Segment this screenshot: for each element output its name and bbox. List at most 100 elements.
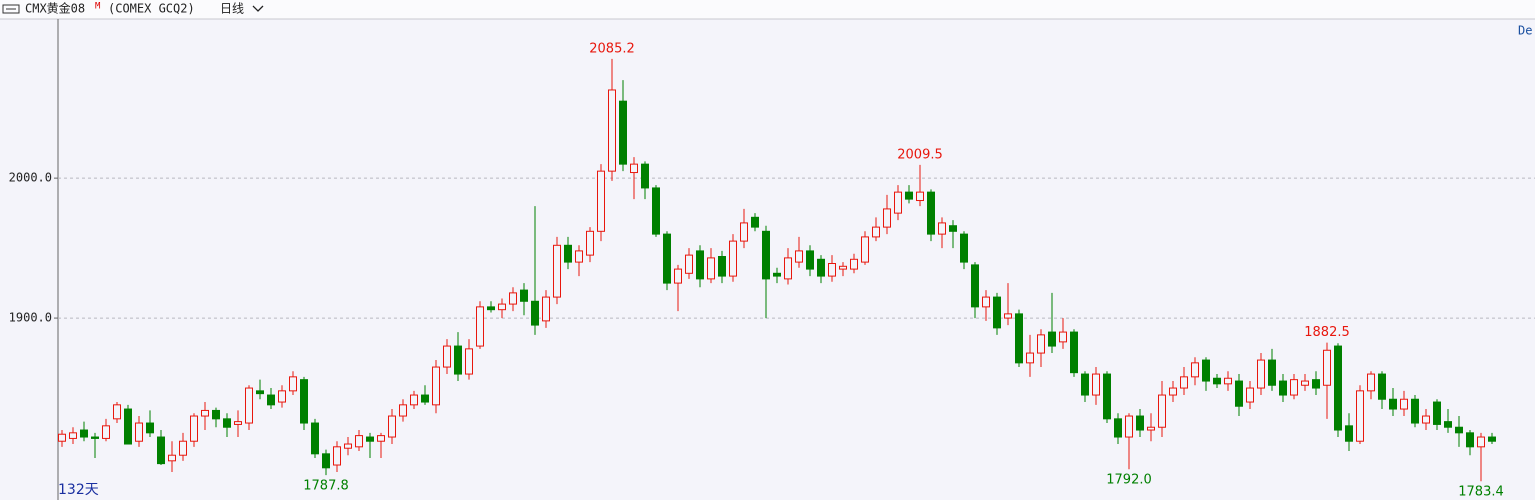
candle-body — [894, 191, 902, 214]
candle-body — [201, 409, 209, 417]
candle-body — [377, 435, 385, 442]
candle-body — [190, 415, 198, 442]
candle-body — [982, 296, 990, 308]
candle-body — [278, 390, 286, 403]
candle-body — [476, 306, 484, 347]
candle-body — [91, 436, 99, 439]
candle-body — [135, 422, 143, 442]
icon — [2, 4, 20, 14]
candle-body — [1279, 380, 1287, 396]
candle-body — [740, 222, 748, 242]
header-bar — [0, 0, 1535, 19]
candle-body — [674, 268, 682, 284]
candle-body — [80, 429, 88, 438]
candle-body — [1158, 394, 1166, 428]
candle-body — [1301, 380, 1309, 386]
candle-body — [641, 163, 649, 189]
candle-body — [443, 345, 451, 368]
candle-body — [509, 292, 517, 305]
candle-body — [927, 191, 935, 235]
candle-body — [729, 240, 737, 277]
candle-body — [267, 394, 275, 406]
candle-body — [212, 409, 220, 420]
candle-body — [971, 264, 979, 308]
candle-body — [1312, 379, 1320, 389]
candle-body — [685, 254, 693, 274]
candle-body — [1037, 334, 1045, 354]
candle-body — [531, 300, 539, 326]
candle-body — [839, 265, 847, 270]
candle-body — [157, 436, 165, 465]
symbol-name: CMX黄金08 — [25, 1, 85, 16]
candle-body — [1466, 432, 1474, 448]
candle-body — [1202, 359, 1210, 382]
candle-body — [718, 256, 726, 277]
candle-body — [113, 404, 121, 420]
candle-body — [1114, 418, 1122, 438]
candle-body — [949, 225, 957, 232]
candle-body — [465, 348, 473, 375]
candle-body — [1235, 380, 1243, 407]
candle-body — [1378, 373, 1386, 400]
candle-body — [1125, 415, 1133, 438]
candle-body — [597, 170, 605, 232]
chevron[interactable] — [252, 5, 264, 12]
candle-body — [58, 433, 66, 442]
candle-body — [1444, 421, 1452, 428]
candle-body — [960, 233, 968, 263]
candle-body — [751, 216, 759, 228]
candle-body — [520, 289, 528, 302]
candle-body — [498, 303, 506, 311]
candle-body — [564, 244, 572, 263]
candle-body — [1224, 377, 1232, 385]
candle-body — [553, 244, 561, 298]
candle-body — [1455, 426, 1463, 434]
period[interactable]: 日线 — [220, 2, 244, 16]
candle-body — [168, 454, 176, 462]
candle-body — [146, 422, 154, 434]
extreme-label: 1783.4 — [1458, 485, 1504, 500]
candle-body — [608, 89, 616, 172]
candle-body — [69, 432, 77, 439]
candle-body — [619, 100, 627, 165]
candle-body — [487, 306, 495, 311]
candle-body — [707, 257, 715, 280]
candle-body — [124, 408, 132, 445]
candle-body — [905, 191, 913, 200]
candle-body — [1488, 436, 1496, 442]
candle-body — [1477, 436, 1485, 448]
candle-body — [1433, 401, 1441, 425]
candle-body — [1026, 352, 1034, 364]
day-count: 132天 — [58, 482, 99, 498]
symbol-sup: M — [95, 2, 101, 12]
extreme-label: 2085.2 — [589, 41, 635, 56]
extreme-label: 1882.5 — [1304, 325, 1350, 340]
extreme-label: 2009.5 — [897, 147, 943, 162]
y-tick-label: 1900.0 — [9, 311, 52, 325]
candle-body — [289, 376, 297, 392]
candle-body — [1356, 390, 1364, 442]
candle-body — [696, 250, 704, 280]
candle-body — [102, 425, 110, 439]
candle-body — [1345, 425, 1353, 442]
candle-body — [388, 415, 396, 438]
candle-body — [1136, 415, 1144, 431]
candle-body — [1268, 359, 1276, 386]
candle-body — [1015, 313, 1023, 364]
candle-body — [322, 453, 330, 469]
candle-body — [630, 163, 638, 174]
corner-label: De — [1518, 24, 1532, 38]
candle-body — [1389, 398, 1397, 410]
candle-body — [234, 421, 242, 425]
candle-body — [575, 250, 583, 263]
candle-body — [1147, 426, 1155, 431]
candle-body — [883, 208, 891, 228]
candle-body — [366, 436, 374, 442]
candle-body — [762, 230, 770, 280]
candle-body — [817, 258, 825, 277]
candle-body — [1411, 398, 1419, 424]
candle-body — [432, 366, 440, 406]
candle-body — [795, 250, 803, 263]
candle-body — [1180, 376, 1188, 389]
